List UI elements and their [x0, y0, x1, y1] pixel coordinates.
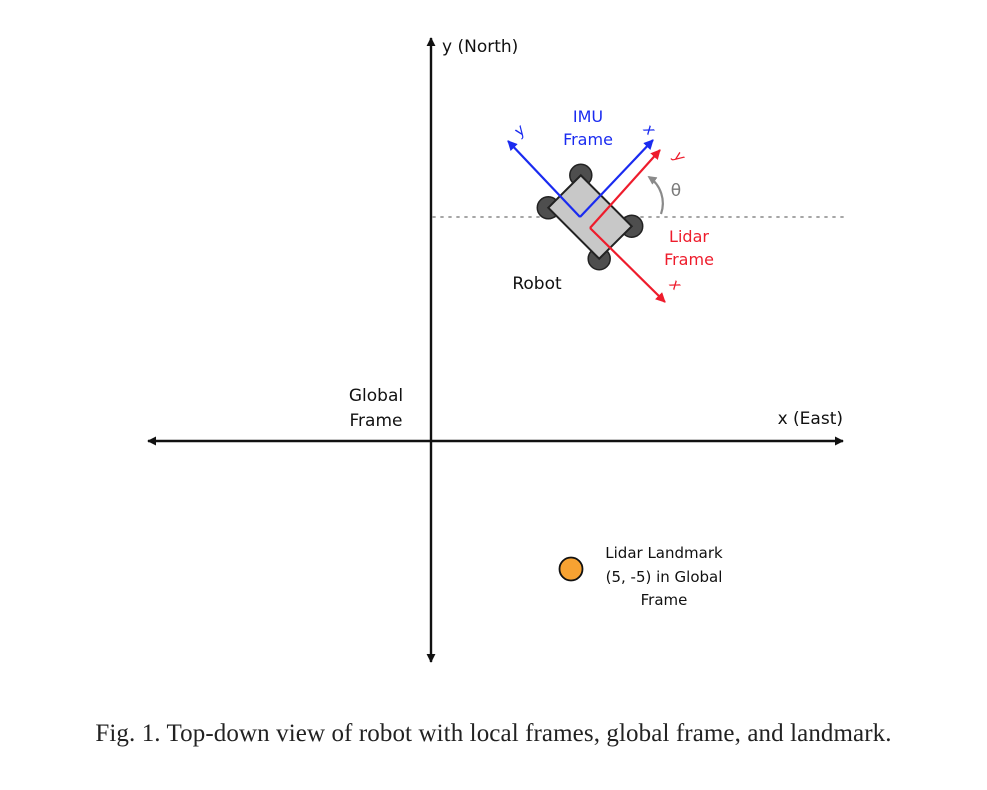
lidar-frame-label-line1: Lidar — [669, 227, 709, 246]
lidar-y-axis-label: y — [669, 146, 690, 167]
svg-text:Lidar Landmark: Lidar Landmark — [605, 544, 723, 562]
lidar-y-axis — [589, 149, 661, 229]
heading-angle-arc — [647, 175, 664, 215]
figure-caption: Fig. 1. Top-down view of robot with loca… — [95, 720, 892, 747]
lidar-frame-label-line2: Frame — [664, 250, 714, 269]
heading-angle-label: θ — [671, 181, 681, 201]
x-axis-label: x (East) — [778, 409, 843, 429]
imu-frame-label-line2: Frame — [563, 130, 613, 149]
svg-text:Frame: Frame — [641, 591, 688, 609]
imu-x-axis — [579, 139, 654, 218]
y-axis-label: y (North) — [442, 37, 518, 57]
imu-y-axis — [507, 140, 581, 218]
lidar-x-axis — [589, 227, 666, 303]
landmark-label: Lidar Landmark (5, -5) in Global Frame — [605, 544, 723, 609]
imu-y-axis-label: y — [509, 120, 530, 141]
lidar-x-axis-label: x — [665, 274, 685, 294]
landmark-marker — [558, 556, 584, 582]
svg-text:Frame: Frame — [350, 411, 403, 431]
diagram-canvas: y (North) x (East) Global Frame Robot y … — [147, 37, 846, 663]
imu-frame-label-line1: IMU — [573, 107, 603, 126]
svg-text:Global: Global — [349, 386, 403, 406]
global-frame-label: Global Frame — [349, 386, 403, 431]
robot-body — [546, 173, 634, 261]
robot-label: Robot — [512, 274, 562, 294]
robot — [536, 163, 644, 271]
imu-x-axis-label: x — [639, 119, 659, 139]
svg-text:(5, -5) in Global: (5, -5) in Global — [606, 568, 723, 586]
